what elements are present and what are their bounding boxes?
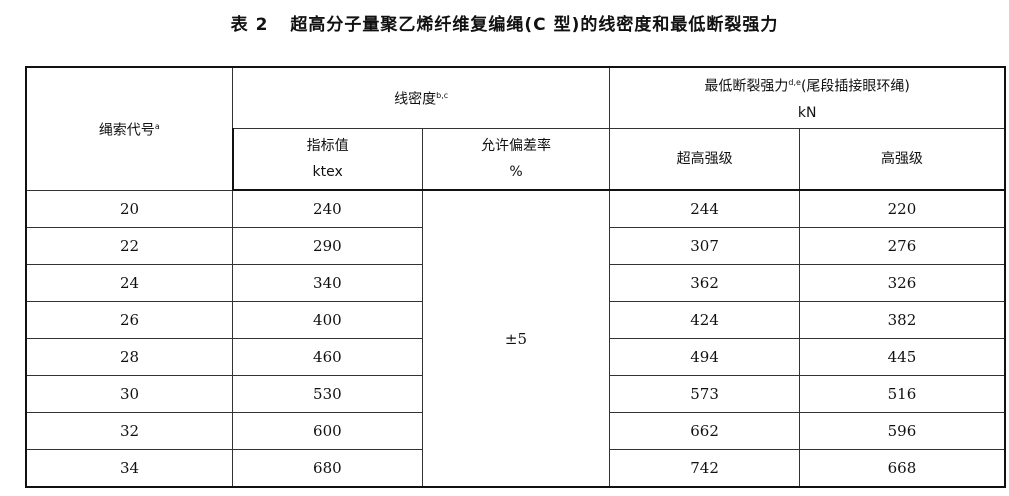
cell-ultra-high: 307 [609,227,800,265]
cell-nominal: 400 [232,301,423,339]
cell-high: 445 [798,338,1006,376]
cell-rope-code: 26 [25,301,234,339]
cell-rope-code: 34 [25,449,234,488]
header-nominal: 指标值 ktex [231,127,423,191]
header-high: 高强级 [798,127,1006,191]
header-ultra-high: 超高强级 [609,127,800,191]
cell-ultra-high: 494 [609,338,800,376]
header-breaking-force: 最低断裂强力d,e(尾段插接眼环绳) kN [609,66,1007,129]
cell-rope-code: 32 [25,412,234,450]
cell-nominal: 240 [232,189,423,228]
cell-ultra-high: 244 [609,189,800,228]
cell-rope-code: 30 [25,375,234,413]
table-row: 20 240 ±5 244 220 [25,189,1006,488]
cell-nominal: 340 [232,264,423,302]
table-title: 表 2 超高分子量聚乙烯纤维复编绳(C 型)的线密度和最低断裂强力 [0,10,1009,35]
table-row: 22 290 307 276 [25,227,1006,265]
cell-nominal: 460 [232,338,423,376]
cell-high: 326 [798,264,1006,302]
cell-rope-code: 28 [25,338,234,376]
table-row: 26 400 424 382 [25,301,1006,339]
header-rope-code: 绳索代号a [25,66,234,191]
cell-nominal: 680 [232,449,423,488]
header-linear-density: 线密度b,c [232,66,611,129]
cell-high: 516 [798,375,1006,413]
cell-ultra-high: 424 [609,301,800,339]
cell-rope-code: 22 [25,227,234,265]
cell-high: 220 [798,189,1006,228]
cell-high: 668 [798,449,1006,488]
cell-ultra-high: 573 [609,375,800,413]
cell-high: 596 [798,412,1006,450]
cell-ultra-high: 362 [609,264,800,302]
cell-tolerance: ±5 [421,189,611,488]
cell-rope-code: 24 [25,264,234,302]
cell-rope-code: 20 [25,189,234,228]
table-caption: 超高分子量聚乙烯纤维复编绳(C 型)的线密度和最低断裂强力 [290,15,779,35]
cell-ultra-high: 662 [609,412,800,450]
table-row: 30 530 573 516 [25,375,1006,413]
cell-high: 382 [798,301,1006,339]
table-row: 32 600 662 596 [25,412,1006,450]
table-row: 24 340 362 326 [25,264,1006,302]
table-number: 表 2 [230,15,269,35]
data-table: 绳索代号a 线密度b,c 最低断裂强力d,e(尾段插接眼环绳) kN 指标值 kte… [25,66,1007,488]
header-tolerance: 允许偏差率% [421,127,611,191]
cell-nominal: 530 [232,375,423,413]
cell-ultra-high: 742 [609,449,800,488]
table-row: 34 680 742 668 [25,449,1006,488]
cell-high: 276 [798,227,1006,265]
table-row: 28 460 494 445 [25,338,1006,376]
cell-nominal: 600 [232,412,423,450]
cell-nominal: 290 [232,227,423,265]
